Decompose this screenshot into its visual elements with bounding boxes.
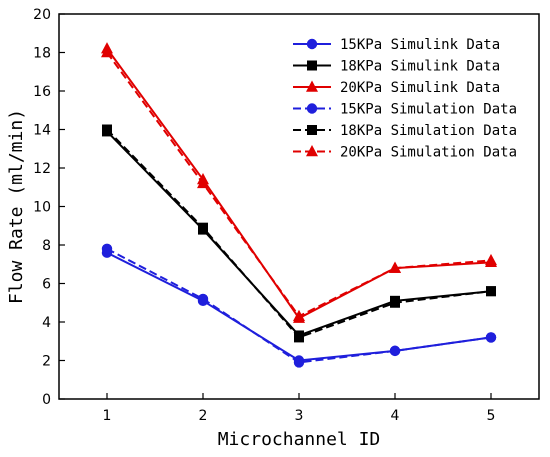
data-point — [389, 345, 401, 357]
x-tick-label: 5 — [487, 408, 496, 424]
y-tick-label: 8 — [42, 238, 51, 254]
y-tick-label: 16 — [33, 84, 51, 100]
y-tick-label: 6 — [42, 277, 51, 293]
data-point — [306, 144, 318, 157]
legend-label: 18KPa Simulation Data — [340, 123, 517, 139]
data-point — [389, 261, 401, 273]
x-tick-label: 1 — [103, 408, 112, 424]
y-tick-label: 14 — [33, 123, 51, 139]
data-point — [486, 286, 496, 297]
data-point — [293, 357, 305, 368]
data-point — [307, 60, 317, 71]
y-tick-label: 12 — [33, 161, 51, 177]
data-point — [390, 297, 400, 308]
legend: 15KPa Simulink Data 18KPa Simulink Data 20… — [293, 37, 517, 161]
series-line — [106, 251, 492, 362]
series-line — [106, 128, 492, 339]
data-point — [485, 253, 497, 266]
x-tick-label: 4 — [391, 408, 400, 424]
legend-label: 20KPa Simulink Data — [340, 80, 500, 96]
legend-item: 20KPa Simulation Data — [293, 145, 517, 161]
plot-marks — [101, 42, 497, 368]
data-point — [101, 45, 113, 58]
data-point — [306, 80, 318, 92]
legend-item: 18KPa Simulation Data — [293, 123, 517, 139]
y-tick-label: 2 — [42, 354, 51, 370]
data-point — [307, 125, 317, 135]
data-point — [197, 293, 209, 305]
x-tick-label: 3 — [295, 408, 304, 424]
series-4 — [101, 243, 497, 368]
y-tick-label: 20 — [33, 7, 51, 23]
x-tick-label: 2 — [199, 408, 208, 424]
legend-label: 15KPa Simulation Data — [340, 102, 517, 118]
y-tick-label: 18 — [33, 46, 51, 62]
legend-label: 15KPa Simulink Data — [340, 37, 500, 53]
data-point — [306, 103, 318, 114]
series-6 — [101, 45, 497, 321]
data-point — [101, 243, 113, 255]
legend-label: 20KPa Simulation Data — [340, 145, 517, 161]
data-point — [293, 309, 305, 321]
legend-item: 20KPa Simulink Data — [293, 80, 500, 96]
series-5 — [102, 124, 496, 343]
legend-item: 15KPa Simulink Data — [293, 37, 500, 53]
legend-item: 15KPa Simulation Data — [293, 102, 517, 118]
series-line — [106, 130, 492, 337]
legend-item: 18KPa Simulink Data — [293, 59, 500, 75]
y-tick-label: 0 — [42, 392, 51, 408]
data-point — [306, 38, 318, 50]
data-point — [485, 332, 497, 343]
y-tick-label: 4 — [42, 315, 51, 331]
x-axis-title: Microchannel ID — [218, 429, 381, 450]
data-point — [294, 332, 304, 343]
legend-label: 18KPa Simulink Data — [340, 59, 500, 75]
y-tick-label: 10 — [33, 200, 51, 216]
data-point — [198, 222, 208, 233]
y-axis-title: Flow Rate (ml/min) — [6, 109, 27, 304]
data-point — [102, 124, 112, 135]
data-point — [197, 176, 209, 189]
